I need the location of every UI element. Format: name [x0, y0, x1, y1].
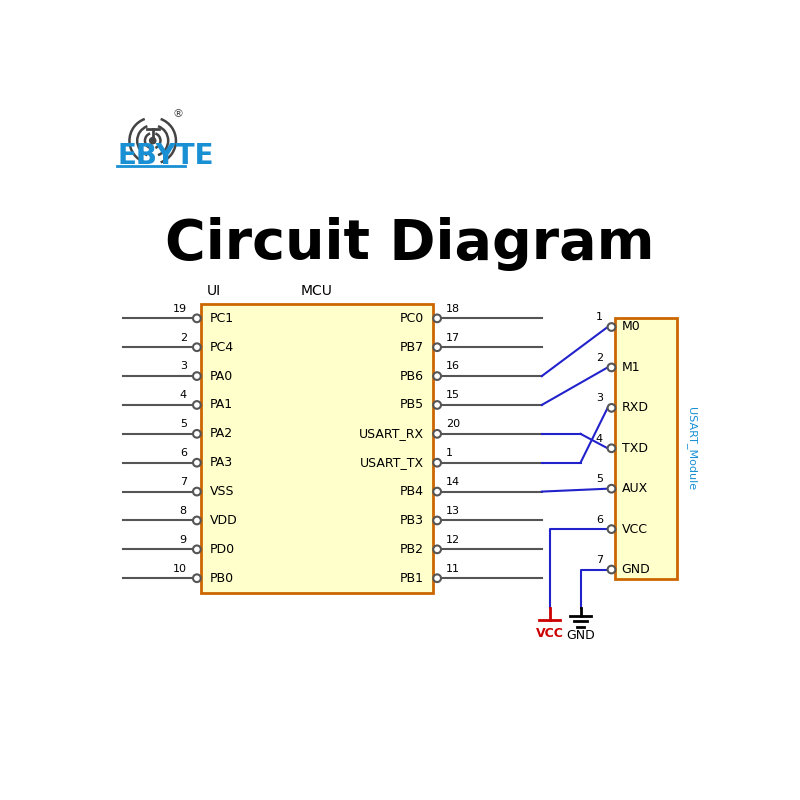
Text: PA2: PA2: [210, 427, 233, 440]
Circle shape: [434, 517, 441, 524]
Text: 15: 15: [446, 390, 460, 400]
Text: 2: 2: [180, 333, 187, 342]
Circle shape: [608, 323, 615, 331]
Circle shape: [193, 574, 201, 582]
Circle shape: [434, 488, 441, 495]
Circle shape: [608, 526, 615, 533]
Text: 14: 14: [446, 477, 460, 487]
Text: USART_TX: USART_TX: [360, 456, 424, 470]
Text: 7: 7: [596, 555, 603, 565]
Text: 6: 6: [596, 514, 603, 525]
Circle shape: [193, 372, 201, 380]
Text: PB0: PB0: [210, 572, 234, 585]
Circle shape: [193, 314, 201, 322]
Text: 1: 1: [446, 448, 453, 458]
Text: 16: 16: [446, 362, 460, 371]
Text: 3: 3: [596, 394, 603, 403]
Text: VDD: VDD: [210, 514, 238, 527]
Text: 18: 18: [446, 304, 460, 314]
Text: 8: 8: [180, 506, 187, 516]
Text: VSS: VSS: [210, 485, 234, 498]
Text: 5: 5: [180, 419, 187, 430]
Text: 10: 10: [173, 563, 187, 574]
Bar: [201, 304, 434, 593]
Text: M0: M0: [622, 321, 640, 334]
Circle shape: [150, 138, 156, 144]
Circle shape: [608, 445, 615, 452]
Text: PB2: PB2: [400, 543, 424, 556]
Text: 20: 20: [446, 419, 460, 430]
Text: PC0: PC0: [400, 312, 424, 325]
Text: 3: 3: [180, 362, 187, 371]
Text: MCU: MCU: [301, 284, 333, 298]
Text: PB6: PB6: [400, 370, 424, 382]
Circle shape: [434, 574, 441, 582]
Text: PB5: PB5: [400, 398, 424, 411]
Text: 9: 9: [180, 534, 187, 545]
Text: 1: 1: [596, 312, 603, 322]
Text: PC4: PC4: [210, 341, 234, 354]
Text: 2: 2: [596, 353, 603, 363]
Text: PA0: PA0: [210, 370, 234, 382]
Text: 19: 19: [173, 304, 187, 314]
Circle shape: [434, 343, 441, 351]
Circle shape: [434, 314, 441, 322]
Text: PB1: PB1: [400, 572, 424, 585]
Text: 6: 6: [180, 448, 187, 458]
Text: TXD: TXD: [622, 442, 647, 454]
Text: UI: UI: [207, 284, 221, 298]
Text: VCC: VCC: [535, 627, 563, 640]
Text: GND: GND: [622, 563, 650, 576]
Text: PD0: PD0: [210, 543, 235, 556]
Circle shape: [193, 546, 201, 553]
Text: 7: 7: [180, 477, 187, 487]
Circle shape: [193, 488, 201, 495]
Text: M1: M1: [622, 361, 640, 374]
Circle shape: [608, 566, 615, 574]
Text: GND: GND: [566, 629, 595, 642]
Text: 11: 11: [446, 563, 460, 574]
Text: 17: 17: [446, 333, 460, 342]
Circle shape: [608, 485, 615, 493]
Circle shape: [193, 343, 201, 351]
Text: PB7: PB7: [400, 341, 424, 354]
Text: 5: 5: [596, 474, 603, 484]
Circle shape: [608, 404, 615, 412]
Text: EBYTE: EBYTE: [117, 142, 214, 170]
Text: AUX: AUX: [622, 482, 648, 495]
Circle shape: [434, 459, 441, 466]
Text: Circuit Diagram: Circuit Diagram: [166, 217, 654, 271]
Circle shape: [434, 401, 441, 409]
Bar: [615, 318, 678, 578]
Circle shape: [193, 430, 201, 438]
Circle shape: [434, 372, 441, 380]
Text: PB4: PB4: [400, 485, 424, 498]
Text: PC1: PC1: [210, 312, 234, 325]
Circle shape: [434, 430, 441, 438]
Text: 4: 4: [596, 434, 603, 444]
Text: PA3: PA3: [210, 456, 233, 470]
Text: 13: 13: [446, 506, 460, 516]
Text: 12: 12: [446, 534, 460, 545]
Circle shape: [193, 459, 201, 466]
Text: RXD: RXD: [622, 402, 649, 414]
Text: ®: ®: [172, 110, 183, 119]
Circle shape: [193, 401, 201, 409]
Circle shape: [434, 546, 441, 553]
Text: PA1: PA1: [210, 398, 233, 411]
Text: PB3: PB3: [400, 514, 424, 527]
Text: 4: 4: [180, 390, 187, 400]
Text: USART_RX: USART_RX: [359, 427, 424, 440]
Text: USART_Module: USART_Module: [686, 406, 697, 490]
Circle shape: [193, 517, 201, 524]
Text: VCC: VCC: [622, 522, 647, 536]
Circle shape: [608, 363, 615, 371]
